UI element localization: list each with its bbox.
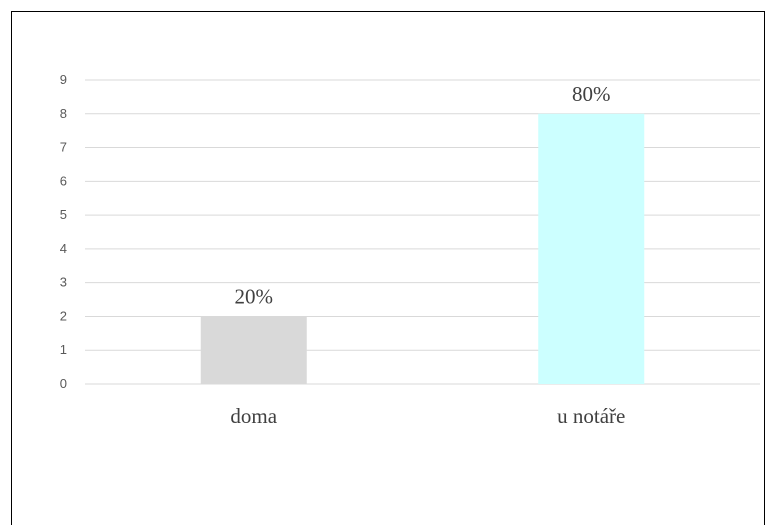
y-tick-label: 7 <box>60 140 67 155</box>
y-axis-ticks: 0 1 2 3 4 5 6 7 8 9 <box>60 72 67 391</box>
category-label: u notáře <box>557 404 625 428</box>
y-tick-label: 0 <box>60 376 67 391</box>
y-tick-label: 6 <box>60 173 67 188</box>
bar-0 <box>200 316 307 384</box>
y-tick-label: 2 <box>60 308 67 323</box>
bars <box>200 113 645 385</box>
category-label: doma <box>230 404 277 428</box>
data-label: 80% <box>572 82 611 106</box>
data-labels: 20% 80% <box>235 82 611 309</box>
y-tick-label: 3 <box>60 275 67 290</box>
bar-1 <box>538 113 645 385</box>
y-tick-label: 5 <box>60 207 67 222</box>
category-labels: doma u notáře <box>230 404 625 428</box>
y-tick-label: 9 <box>60 72 67 87</box>
y-tick-label: 8 <box>60 106 67 121</box>
y-tick-label: 1 <box>60 342 67 357</box>
y-tick-label: 4 <box>60 241 67 256</box>
data-label: 20% <box>235 284 274 308</box>
gridlines <box>85 79 760 385</box>
